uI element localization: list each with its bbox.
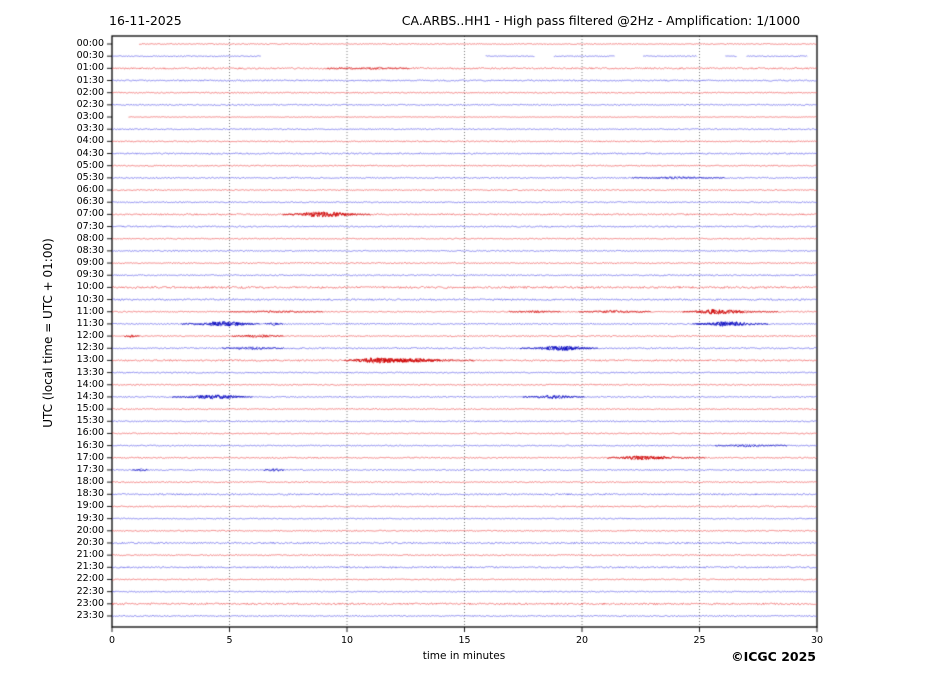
- y-tick-label: 06:00: [76, 184, 104, 196]
- y-tick-label: 01:30: [76, 74, 104, 86]
- y-tick-label: 00:00: [76, 38, 104, 49]
- y-tick-label: 14:00: [76, 378, 104, 390]
- date-label: 16-11-2025: [109, 13, 182, 28]
- x-tick-label: 15: [458, 635, 471, 646]
- y-tick-label: 21:30: [76, 561, 104, 573]
- y-tick-label: 21:00: [76, 549, 104, 561]
- y-tick-label: 17:30: [76, 463, 104, 475]
- x-tick-label: 30: [810, 635, 824, 646]
- y-tick-label: 11:00: [76, 305, 104, 317]
- y-tick-label: 05:00: [76, 159, 104, 171]
- x-tick-label: 0: [108, 635, 116, 646]
- y-tick-label: 14:30: [76, 390, 104, 402]
- x-tick-label: 10: [340, 635, 354, 646]
- y-tick-label: 20:00: [76, 524, 104, 536]
- y-tick-label: 07:00: [76, 208, 104, 220]
- y-tick-label: 18:00: [76, 476, 104, 488]
- plot-title: CA.ARBS..HH1 - High pass filtered @2Hz -…: [401, 13, 801, 28]
- x-tick-label: 20: [575, 635, 589, 646]
- y-tick-label: 19:00: [76, 500, 104, 512]
- y-tick-label: 13:00: [76, 354, 104, 366]
- y-tick-label: 11:30: [76, 317, 104, 329]
- y-tick-label: 22:30: [76, 585, 104, 597]
- y-tick-label: 00:30: [76, 50, 104, 62]
- y-tick-label: 23:30: [76, 609, 104, 621]
- y-tick-label: 10:30: [76, 293, 104, 305]
- y-tick-label: 17:00: [76, 451, 104, 463]
- y-tick-label: 09:00: [76, 257, 104, 269]
- y-tick-label: 16:30: [76, 439, 104, 451]
- y-tick-label: 20:30: [76, 536, 104, 548]
- y-tick-label: 15:30: [76, 415, 104, 427]
- y-tick-label: 12:00: [76, 330, 104, 342]
- x-axis-label: time in minutes: [422, 650, 506, 662]
- y-tick-label: 08:00: [76, 232, 104, 244]
- y-tick-label: 08:30: [76, 244, 104, 256]
- y-tick-label: 23:00: [76, 597, 104, 609]
- y-tick-label: 04:00: [76, 135, 104, 147]
- y-tick-label: 01:00: [76, 62, 104, 74]
- y-tick-label: 16:00: [76, 427, 104, 439]
- y-tick-label: 03:30: [76, 123, 104, 135]
- y-tick-label: 22:00: [76, 573, 104, 585]
- y-tick-label: 06:30: [76, 196, 104, 208]
- y-tick-label: 05:30: [76, 171, 104, 183]
- y-tick-label: 09:30: [76, 269, 104, 281]
- y-tick-label: 02:30: [76, 98, 104, 110]
- y-tick-label: 12:30: [76, 342, 104, 354]
- copyright-text: ©ICGC 2025: [731, 649, 816, 664]
- y-tick-label: 02:00: [76, 86, 104, 98]
- y-tick-label: 15:00: [76, 403, 104, 415]
- y-tick-label: 18:30: [76, 488, 104, 500]
- y-tick-label: 10:00: [76, 281, 104, 293]
- y-tick-label: 07:30: [76, 220, 104, 232]
- x-tick-label: 25: [693, 635, 706, 646]
- y-tick-label: 04:30: [76, 147, 104, 159]
- y-tick-label: 13:30: [76, 366, 104, 378]
- x-tick-label: 5: [226, 635, 233, 646]
- y-tick-label: 19:30: [76, 512, 104, 524]
- y-tick-label: 03:00: [76, 111, 104, 123]
